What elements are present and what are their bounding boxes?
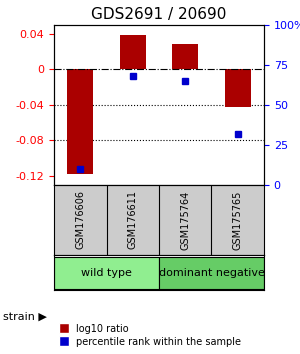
Bar: [225, 69, 251, 107]
Bar: [172, 44, 198, 69]
Text: wild type: wild type: [81, 268, 132, 278]
Text: GSM176611: GSM176611: [128, 190, 138, 250]
Text: dominant negative: dominant negative: [159, 268, 264, 278]
Bar: [67, 69, 93, 174]
FancyBboxPatch shape: [54, 257, 159, 289]
Text: GSM175765: GSM175765: [233, 190, 243, 250]
Bar: [120, 35, 146, 69]
Text: strain ▶: strain ▶: [3, 312, 47, 322]
Text: GSM175764: GSM175764: [180, 190, 190, 250]
Legend: log10 ratio, percentile rank within the sample: log10 ratio, percentile rank within the …: [57, 322, 243, 349]
FancyBboxPatch shape: [159, 257, 264, 289]
Title: GDS2691 / 20690: GDS2691 / 20690: [91, 7, 227, 22]
Text: GSM176606: GSM176606: [75, 190, 85, 250]
